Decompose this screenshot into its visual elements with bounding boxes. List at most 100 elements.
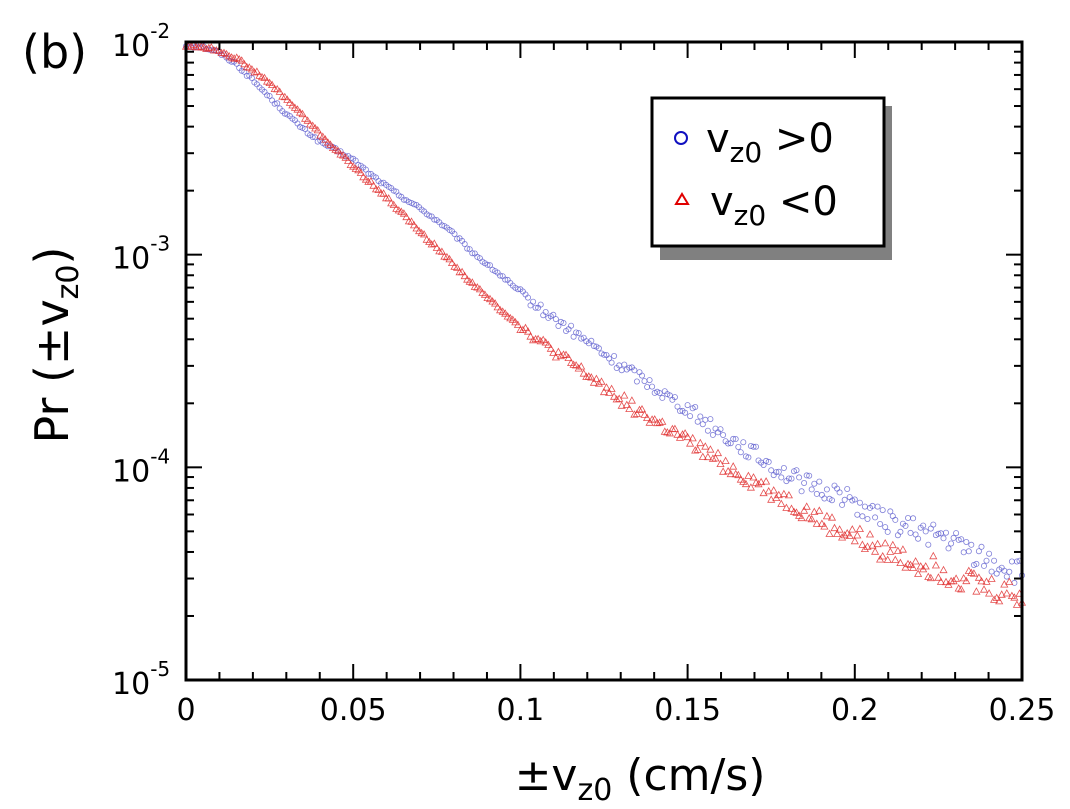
data-point <box>859 513 866 520</box>
data-point <box>658 417 667 425</box>
data-point <box>838 533 847 541</box>
data-point <box>740 439 747 446</box>
data-point <box>572 361 581 369</box>
data-point <box>594 379 603 387</box>
data-point <box>768 467 775 474</box>
data-point <box>739 477 748 485</box>
x-axis-title-prefix: ±v <box>515 750 578 801</box>
data-point <box>823 486 830 493</box>
data-point <box>266 93 273 100</box>
data-point <box>940 535 947 542</box>
data-point <box>440 252 449 260</box>
data-point <box>1003 573 1010 580</box>
data-point <box>537 301 544 308</box>
data-point <box>671 394 678 401</box>
data-point <box>569 360 578 368</box>
data-point <box>650 415 659 423</box>
data-point <box>853 531 862 539</box>
data-point <box>909 563 918 571</box>
data-point <box>941 577 951 586</box>
data-point <box>655 418 664 426</box>
data-point <box>682 409 689 416</box>
data-point <box>793 467 800 474</box>
data-point <box>988 568 995 575</box>
data-point <box>371 184 381 193</box>
legend-label-negative-sub: z0 <box>734 199 767 232</box>
data-point <box>968 541 975 548</box>
data-point <box>881 538 890 547</box>
data-point <box>897 528 904 535</box>
data-point <box>542 308 549 315</box>
data-point <box>301 114 310 122</box>
data-point <box>684 402 691 409</box>
data-point <box>973 560 980 567</box>
data-point <box>911 557 920 565</box>
data-point <box>404 216 413 225</box>
data-point <box>845 531 854 539</box>
data-point <box>699 421 706 428</box>
data-point <box>252 67 261 75</box>
data-point <box>683 432 692 441</box>
data-point <box>686 439 695 447</box>
data-point <box>551 353 560 361</box>
data-point <box>889 513 896 520</box>
data-point <box>974 573 983 581</box>
data-point <box>725 440 732 447</box>
data-point <box>627 396 636 404</box>
data-point <box>719 467 728 475</box>
data-point <box>326 140 335 148</box>
data-point <box>950 534 957 541</box>
data-point <box>525 294 532 301</box>
data-point <box>836 489 843 496</box>
data-point <box>271 100 278 107</box>
legend-marker-triangle <box>674 192 690 205</box>
data-point <box>670 424 679 432</box>
data-point <box>435 246 444 255</box>
data-point <box>780 464 787 471</box>
data-point <box>264 92 271 99</box>
data-point <box>674 403 681 410</box>
data-point <box>978 543 985 550</box>
data-point <box>854 511 861 518</box>
data-point <box>745 454 752 461</box>
data-point <box>896 558 905 566</box>
data-point <box>602 383 611 391</box>
data-point <box>527 302 534 309</box>
data-point <box>735 443 742 450</box>
data-point <box>630 410 639 418</box>
data-point <box>858 540 867 548</box>
data-point <box>697 413 704 420</box>
data-point <box>856 499 863 506</box>
data-point <box>469 250 476 257</box>
data-point <box>868 541 877 549</box>
data-point <box>468 278 477 286</box>
y-axis-title: Pr (±vz0) <box>25 247 86 444</box>
y-axis-title-sub: z0 <box>51 264 86 299</box>
data-point <box>810 507 819 515</box>
data-point <box>873 539 882 548</box>
data-point <box>915 535 922 542</box>
data-point <box>493 302 502 311</box>
data-point <box>544 340 553 348</box>
data-point <box>757 477 766 486</box>
data-point <box>309 133 316 140</box>
legend-label-positive-sub: z0 <box>730 136 763 169</box>
legend-label-positive-prefix: v <box>706 116 730 162</box>
data-point <box>590 342 597 349</box>
data-point <box>860 544 869 552</box>
data-point <box>979 585 989 593</box>
data-point <box>573 329 580 336</box>
data-point <box>344 156 353 164</box>
data-point <box>1012 600 1021 608</box>
data-point <box>250 68 259 76</box>
data-point <box>963 539 970 546</box>
data-point <box>214 46 223 54</box>
data-point <box>410 201 417 208</box>
data-point <box>764 486 773 495</box>
data-point <box>430 239 439 247</box>
data-point <box>907 529 914 536</box>
x-axis-title-suffix: (cm/s) <box>612 750 765 801</box>
data-point <box>813 490 820 497</box>
data-point <box>550 311 557 318</box>
data-point <box>470 282 479 290</box>
